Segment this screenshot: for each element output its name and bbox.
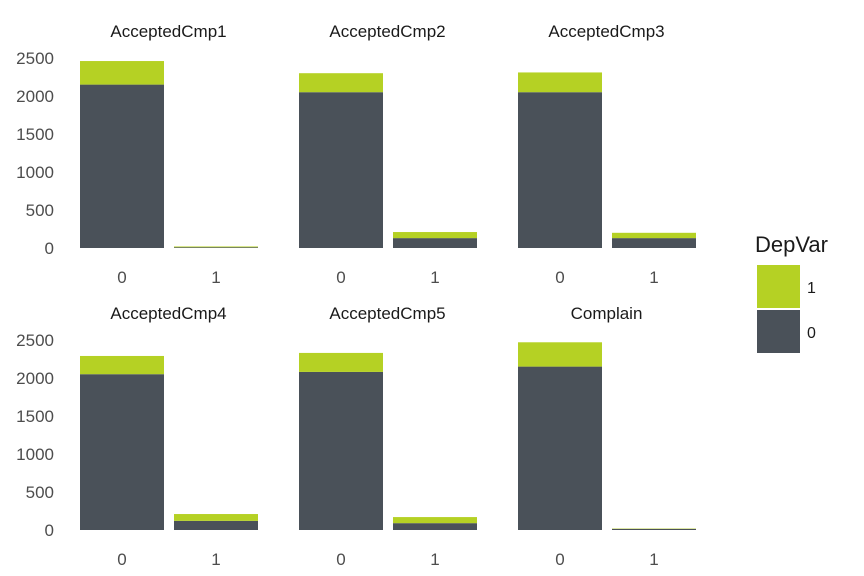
y-tick-label: 0 [45,239,54,258]
y-tick-label: 1000 [16,445,54,464]
bar-acceptedcmp2-cat1-depvar1 [393,232,477,239]
x-tick-label: 1 [211,550,220,569]
x-tick-label: 0 [555,550,564,569]
x-tick-label: 1 [649,550,658,569]
bar-acceptedcmp1-cat1-depvar0 [174,247,258,248]
x-tick-label: 1 [649,268,658,287]
bar-acceptedcmp2-cat0-depvar0 [299,92,383,248]
x-tick-label: 1 [430,268,439,287]
y-tick-label: 1500 [16,125,54,144]
legend-key-0 [757,310,800,353]
x-tick-label: 0 [336,268,345,287]
y-tick-label: 2000 [16,87,54,106]
bar-acceptedcmp2-cat0-depvar1 [299,73,383,93]
bar-acceptedcmp5-cat0-depvar0 [299,371,383,530]
facet-title-complain: Complain [571,304,643,323]
bar-acceptedcmp5-cat1-depvar1 [393,517,477,524]
bar-acceptedcmp4-cat1-depvar1 [174,514,258,521]
x-tick-label: 0 [555,268,564,287]
bar-acceptedcmp1-cat0-depvar1 [80,61,164,85]
x-tick-label: 1 [430,550,439,569]
x-tick-label: 0 [117,268,126,287]
legend-label-0: 0 [807,325,816,342]
facet-title-acceptedcmp2: AcceptedCmp2 [329,22,445,41]
legend-key-1 [757,265,800,308]
facet-title-acceptedcmp5: AcceptedCmp5 [329,304,445,323]
bar-acceptedcmp5-cat1-depvar0 [393,523,477,530]
bar-acceptedcmp4-cat0-depvar0 [80,374,164,530]
y-tick-label: 2500 [16,49,54,68]
y-tick-label: 1000 [16,163,54,182]
bar-complain-cat1-depvar0 [612,528,696,530]
bar-acceptedcmp3-cat0-depvar1 [518,72,602,93]
bar-acceptedcmp3-cat1-depvar0 [612,238,696,248]
bar-acceptedcmp3-cat1-depvar1 [612,232,696,239]
facet-title-acceptedcmp1: AcceptedCmp1 [110,22,226,41]
x-tick-label: 0 [336,550,345,569]
y-tick-label: 1500 [16,407,54,426]
legend-label-1: 1 [807,280,816,297]
y-tick-label: 0 [45,521,54,540]
bar-acceptedcmp1-cat0-depvar0 [80,84,164,248]
bar-acceptedcmp1-cat1-depvar1 [174,246,258,248]
facet-title-acceptedcmp4: AcceptedCmp4 [110,304,226,323]
y-tick-label: 2500 [16,331,54,350]
y-tick-label: 500 [26,201,54,220]
bar-acceptedcmp3-cat0-depvar0 [518,92,602,248]
legend-title: DepVar [755,232,828,257]
bar-acceptedcmp5-cat0-depvar1 [299,352,383,372]
y-tick-label: 2000 [16,369,54,388]
facet-title-acceptedcmp3: AcceptedCmp3 [548,22,664,41]
bar-complain-cat0-depvar1 [518,342,602,367]
bar-acceptedcmp4-cat0-depvar1 [80,355,164,375]
bar-acceptedcmp2-cat1-depvar0 [393,238,477,248]
x-tick-label: 1 [211,268,220,287]
bar-complain-cat0-depvar0 [518,366,602,530]
y-tick-label: 500 [26,483,54,502]
bar-acceptedcmp4-cat1-depvar0 [174,520,258,530]
x-tick-label: 0 [117,550,126,569]
